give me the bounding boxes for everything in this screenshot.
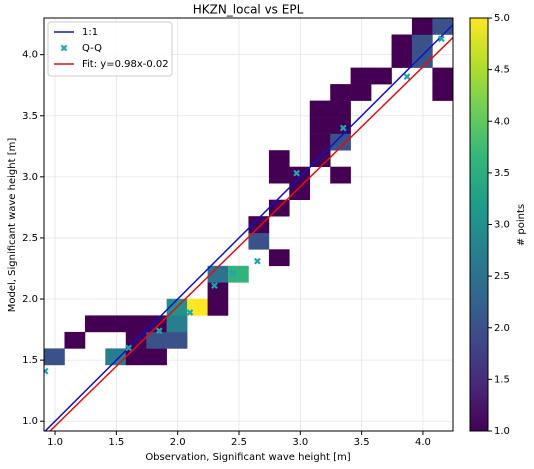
heat-cell [248, 232, 270, 250]
y-tick-label: 2.0 [22, 294, 38, 305]
qq-point [125, 344, 132, 352]
colorbar-label: # points [516, 204, 527, 246]
heat-cell [146, 331, 167, 349]
heat-cell [411, 50, 433, 68]
legend-marker [60, 44, 68, 52]
heat-cell [125, 348, 147, 366]
x-axis-label: Observation, Significant wave height [m] [145, 452, 350, 463]
y-tick-label: 1.5 [22, 355, 38, 366]
heat-cell [309, 117, 331, 134]
qq-point [254, 257, 261, 265]
heat-cell [432, 18, 453, 35]
heat-cell [350, 84, 372, 101]
heat-cell [330, 84, 351, 101]
qq-point [437, 35, 445, 43]
heat-cell [166, 315, 188, 333]
legend-box [47, 21, 173, 77]
heat-cell [289, 183, 311, 200]
qq-point [293, 169, 301, 177]
qq-point [339, 124, 347, 132]
colorbar-tick-label: 3.5 [494, 168, 510, 179]
qq-point [229, 269, 237, 277]
heat-cell [146, 315, 167, 333]
heat-cell [146, 348, 167, 366]
x-tick-label: 1.5 [108, 437, 124, 448]
y-tick-label: 1.0 [22, 416, 38, 427]
qq-point [211, 282, 218, 289]
heat-cell [84, 315, 106, 333]
y-tick-label: 3.5 [22, 111, 38, 122]
heat-cell [207, 282, 229, 300]
heat-cell [105, 348, 127, 366]
y-tick-label: 3.0 [22, 172, 38, 183]
heat-cell [227, 265, 249, 283]
heat-cell [391, 50, 413, 68]
x-tick-label: 2.0 [170, 437, 186, 448]
heat-cell [411, 34, 433, 52]
y-tick-label: 4.0 [22, 50, 38, 61]
y-tick-label: 2.5 [22, 233, 38, 244]
heat-cell [330, 100, 351, 118]
chart-title: HKZN_local vs EPL [193, 3, 304, 17]
x-tick-label: 4.0 [415, 437, 431, 448]
heat-cell [166, 331, 188, 349]
legend-label: Q-Q [82, 43, 102, 54]
heat-cell [330, 166, 351, 184]
heat-cell [309, 100, 331, 118]
colorbar-tick-label: 2.0 [494, 323, 510, 334]
heat-cell [248, 216, 270, 234]
heat-cell [432, 67, 453, 85]
qq-point [155, 327, 163, 335]
heat-cell [371, 67, 392, 85]
heat-cell [432, 84, 453, 101]
qq-point [44, 367, 49, 375]
heat-cell [350, 67, 372, 85]
reference-line [48, 37, 453, 431]
qq-point [403, 73, 411, 81]
legend-label: 1:1 [82, 27, 98, 38]
heat-cell [207, 265, 229, 283]
qq-point [186, 309, 194, 316]
x-tick-label: 3.5 [354, 437, 370, 448]
x-tick-label: 2.5 [231, 437, 247, 448]
heat-cell [411, 18, 433, 35]
colorbar-tick-label: 1.0 [494, 426, 510, 437]
heat-cell [44, 348, 65, 366]
colorbar-tick-label: 1.5 [494, 374, 510, 385]
colorbar-tick-label: 4.0 [494, 116, 510, 127]
legend: 1:1 Q-Q Fit: y=0.98x-0.02 [47, 21, 173, 77]
y-axis-label: Model, Significant wave height [m] [7, 138, 18, 313]
colorbar-tick-label: 5.0 [494, 13, 510, 24]
heat-cell [268, 249, 290, 267]
heat-cell [125, 315, 147, 333]
legend-label: Fit: y=0.98x-0.02 [82, 59, 169, 70]
heat-cell [64, 331, 86, 349]
heat-cell [391, 34, 413, 52]
x-tick-label: 1.0 [47, 437, 63, 448]
plot-frame [43, 17, 454, 432]
colorbar-tick-label: 4.5 [494, 65, 510, 76]
reference-line [44, 24, 453, 431]
heat-cell [268, 150, 290, 168]
colorbar-tick-label: 3.0 [494, 220, 510, 231]
plot-area [44, 18, 453, 431]
heat-cell [309, 133, 331, 151]
colorbar [469, 17, 489, 432]
heat-cell [105, 315, 127, 333]
x-tick-label: 3.0 [292, 437, 308, 448]
colorbar-tick-label: 2.5 [494, 271, 510, 282]
heat-cell [330, 133, 351, 151]
heat-cell [268, 166, 290, 184]
heat-cell [207, 298, 229, 316]
